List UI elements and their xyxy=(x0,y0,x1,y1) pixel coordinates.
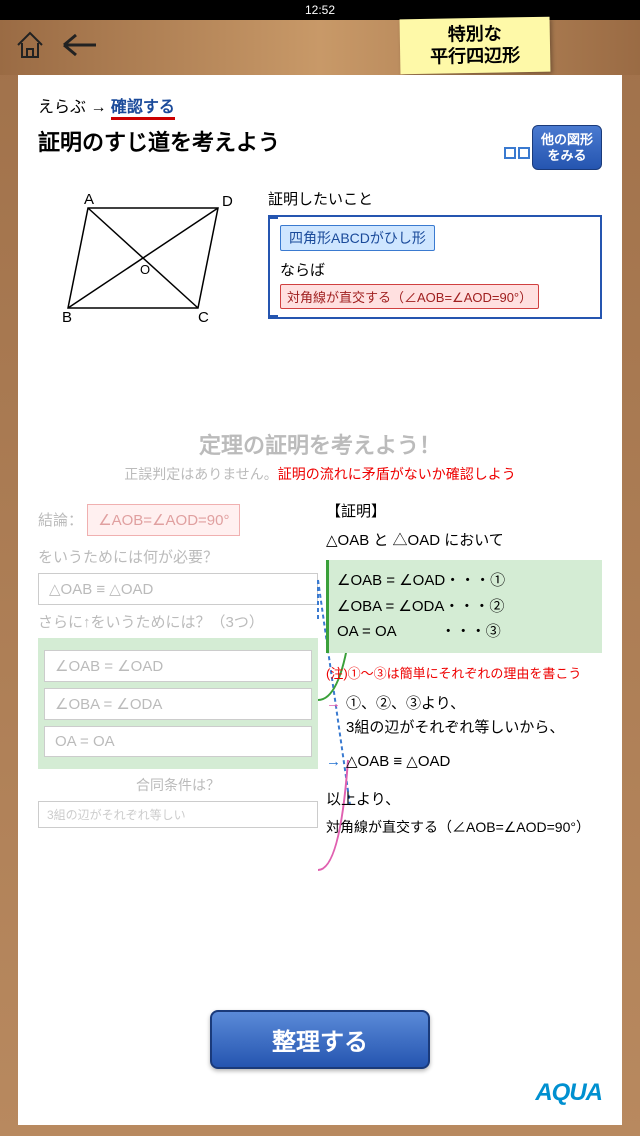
q2: さらに↑をいうためには？（3つ） xyxy=(38,611,318,632)
req3: OA = OA ・・・③ xyxy=(337,619,594,645)
sticky-line2: 平行四辺形 xyxy=(430,45,520,68)
step1-box: △OAB ≡ △OAD xyxy=(38,573,318,605)
organize-button[interactable]: 整理する xyxy=(210,1010,430,1069)
green-group-left: ∠OAB = ∠OAD ∠OBA = ∠ODA OA = OA xyxy=(38,638,318,769)
q3: 合同条件は？ xyxy=(38,775,318,795)
home-icon[interactable] xyxy=(12,27,48,68)
svg-text:A: A xyxy=(84,191,94,208)
aqua-logo: AQUA xyxy=(535,1079,602,1107)
conclusion-box: ∠AOB=∠AOD=90° xyxy=(87,504,240,536)
therefore-text: 以上より、 xyxy=(326,788,602,809)
from-text: ①、②、③より、 xyxy=(346,692,602,716)
other-shapes-line2: をみる xyxy=(541,148,593,164)
cond-box: 3組の辺がそれぞれ等しい xyxy=(38,801,318,828)
sticky-line1: 特別な xyxy=(430,23,520,46)
status-time: 12:52 xyxy=(305,3,335,17)
req1: ∠OAB = ∠OAD・・・① xyxy=(337,568,594,594)
breadcrumb: えらぶ → 確認する xyxy=(38,93,602,117)
target-bracket: 四角形ABCDがひし形 ならば 対角線が直交する（∠AOB=∠AOD=90°） xyxy=(268,215,602,319)
svg-text:O: O xyxy=(140,262,150,277)
cond-text: 3組の辺がそれぞれ等しいから、 xyxy=(346,716,602,740)
eq1-box: ∠OAB = ∠OAD xyxy=(44,650,312,682)
back-icon[interactable] xyxy=(56,27,100,68)
proof-label: 【証明】 xyxy=(326,500,602,521)
eq2-box: ∠OBA = ∠ODA xyxy=(44,688,312,720)
proof-line1: △OAB と △OAD において xyxy=(326,529,602,550)
indicator-squares xyxy=(504,147,530,159)
proof-target: 証明したいこと 四角形ABCDがひし形 ならば 対角線が直交する（∠AOB=∠A… xyxy=(268,188,602,338)
congruent-line: △OAB ≡ △OAD xyxy=(326,750,602,774)
proof-area: 結論： ∠AOB=∠AOD=90° をいうためには何が必要？ △OAB ≡ △O… xyxy=(38,500,602,837)
q1: をいうためには何が必要？ xyxy=(38,546,318,567)
breadcrumb-step2: 確認する xyxy=(111,99,175,120)
left-column: 結論： ∠AOB=∠AOD=90° をいうためには何が必要？ △OAB ≡ △O… xyxy=(38,500,318,837)
sub-gray: 正誤判定はありません。 xyxy=(124,466,278,482)
conclusion-tag: 対角線が直交する（∠AOB=∠AOD=90°） xyxy=(280,284,539,309)
eq-green-group: ∠OAB = ∠OAD・・・① ∠OBA = ∠ODA・・・② OA = OA … xyxy=(326,560,602,653)
other-shapes-line1: 他の図形 xyxy=(541,132,593,148)
target-label: 証明したいこと xyxy=(268,188,602,209)
top-bar: 特別な 平行四辺形 xyxy=(0,20,640,75)
sub-red: 証明の流れに矛盾がないか確認しよう xyxy=(278,466,516,482)
conclusion-label: 結論： xyxy=(38,512,83,529)
svg-text:C: C xyxy=(198,309,209,326)
eq3-box: OA = OA xyxy=(44,726,312,757)
hypothesis-tag: 四角形ABCDがひし形 xyxy=(280,225,435,251)
req2: ∠OBA = ∠ODA・・・② xyxy=(337,594,594,620)
note-red: (注)①～③は簡単にそれぞれの理由を書こう xyxy=(326,663,602,682)
sticky-title: 特別な 平行四辺形 xyxy=(400,17,551,75)
breadcrumb-step1: えらぶ xyxy=(38,99,86,116)
other-shapes-button[interactable]: 他の図形 をみる xyxy=(532,125,602,170)
breadcrumb-arrow: → xyxy=(90,99,106,116)
right-column: 【証明】 △OAB と △OAD において ∠OAB = ∠OAD・・・① ∠O… xyxy=(326,500,602,837)
from-line: ①、②、③より、 3組の辺がそれぞれ等しいから、 xyxy=(326,692,602,740)
page-title: 証明のすじ道を考えよう xyxy=(38,125,280,157)
svg-text:B: B xyxy=(62,309,72,326)
sub-note: 正誤判定はありません。証明の流れに矛盾がないか確認しよう xyxy=(38,464,602,484)
content: えらぶ → 確認する 証明のすじ道を考えよう 他の図形 をみる A D B C … xyxy=(18,75,622,1125)
main-heading: 定理の証明を考えよう！ xyxy=(38,428,602,460)
naraba-text: ならば xyxy=(280,259,592,280)
final-text: 対角線が直交する（∠AOB=∠AOD=90°） xyxy=(326,817,602,837)
rhombus-diagram: A D B C O xyxy=(38,188,248,338)
svg-text:D: D xyxy=(222,193,233,210)
